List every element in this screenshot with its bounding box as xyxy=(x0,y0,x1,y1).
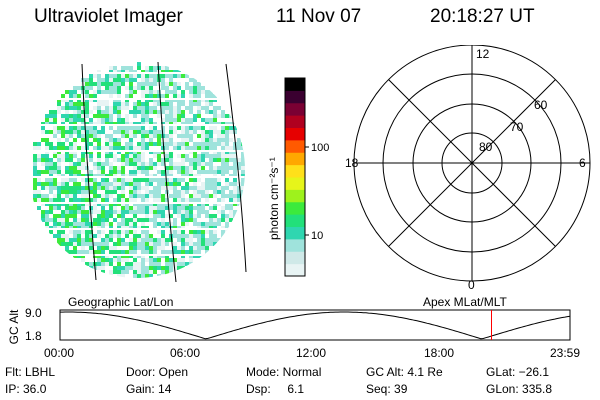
gain-info: Gain: 14 xyxy=(126,382,172,396)
mlt-label-18: 18 xyxy=(345,156,359,170)
glat-info: GLat: −26.1 xyxy=(486,365,550,379)
colorbar-swatch xyxy=(285,238,305,252)
timeline-axis-title: GC Alt xyxy=(7,309,21,345)
glon-info: GLon: 335.8 xyxy=(486,382,553,396)
colorbar-swatch xyxy=(285,251,305,265)
timeline-xtick: 12:00 xyxy=(296,346,327,360)
colorbar-swatch xyxy=(285,102,305,116)
colorbar-swatch xyxy=(285,226,305,240)
colorbar-tick-label: 10 xyxy=(311,230,323,242)
instrument-title: Ultraviolet Imager xyxy=(34,6,183,27)
colorbar-swatch xyxy=(285,127,305,141)
timeline-frame xyxy=(59,309,571,341)
colorbar-swatches xyxy=(285,78,305,277)
colorbar-unit-label: photon cm⁻²s⁻¹ xyxy=(267,157,281,240)
timeline-xtick: 00:00 xyxy=(44,346,75,360)
mlt-label-0: 0 xyxy=(468,278,475,292)
colorbar-swatch xyxy=(285,214,305,228)
polar-grid: 12 18 6 0 60 70 80 xyxy=(345,45,591,292)
colorbar-swatch xyxy=(285,201,305,215)
colorbar-tick-label: 100 xyxy=(311,142,329,154)
colorbar-swatch xyxy=(285,177,305,190)
mlt-label-12: 12 xyxy=(476,47,490,61)
mlt-label-6: 6 xyxy=(579,156,586,170)
apex-label: Apex MLat/MLT xyxy=(423,295,507,309)
timeline-ytick: 9.0 xyxy=(25,306,42,320)
colorbar-frame xyxy=(284,77,306,277)
seq-info: Seq: 39 xyxy=(366,382,408,396)
gc-alt-info: GC Alt: 4.1 Re xyxy=(366,365,443,379)
lat-label-60: 60 xyxy=(534,98,548,112)
time-label: 20:18:27 UT xyxy=(430,6,535,27)
colorbar-swatch xyxy=(285,152,305,166)
geographic-label: Geographic Lat/Lon xyxy=(68,295,174,309)
longitude-lines xyxy=(81,61,247,283)
colorbar: 100 10 photon cm⁻²s⁻¹ xyxy=(267,77,329,277)
mlt-line-diagonal xyxy=(388,79,556,247)
uv-image xyxy=(29,61,247,283)
colorbar-swatch xyxy=(285,139,305,153)
colorbar-swatch xyxy=(285,90,305,104)
timeline-xtick: 23:59 xyxy=(550,346,581,360)
colorbar-swatch xyxy=(285,115,305,129)
timeline-xtick: 06:00 xyxy=(170,346,201,360)
mode-info: Mode: Normal xyxy=(246,365,322,379)
timeline-ytick: 1.8 xyxy=(25,329,42,343)
colorbar-swatch xyxy=(285,189,305,203)
lat-label-70: 70 xyxy=(510,120,524,134)
colorbar-swatch xyxy=(285,263,305,277)
date-label: 11 Nov 07 xyxy=(276,6,362,27)
filter-info: Flt: LBHL xyxy=(5,365,56,379)
altitude-timeline xyxy=(59,309,571,341)
colorbar-swatch xyxy=(285,78,305,91)
colorbar-swatch xyxy=(285,164,305,178)
ip-info: IP: 36.0 xyxy=(5,382,47,396)
uv-image-pixels xyxy=(29,62,245,278)
lat-label-80: 80 xyxy=(479,140,493,154)
altitude-curve xyxy=(60,311,571,340)
timeline-xtick: 18:00 xyxy=(424,346,455,360)
door-info: Door: Open xyxy=(126,365,189,379)
dsp-info: Dsp: 6.1 xyxy=(246,382,305,396)
